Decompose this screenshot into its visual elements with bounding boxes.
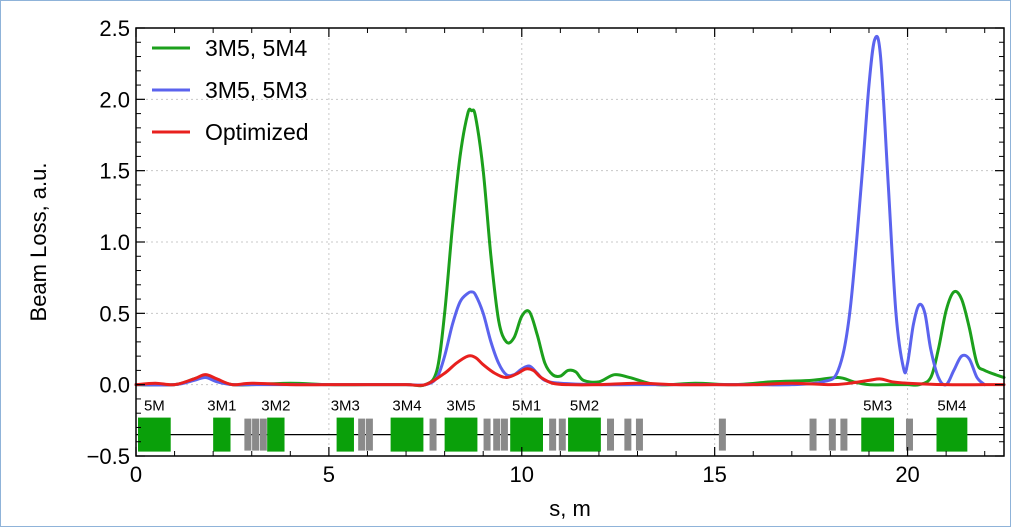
corrector-magnet <box>358 418 366 451</box>
corrector-magnet <box>828 418 836 451</box>
y-tick-label: 1.0 <box>99 230 130 255</box>
legend-label-3m5-5m4: 3M5, 5M4 <box>205 35 307 61</box>
quadrupole-label: 5M2 <box>570 398 599 415</box>
quadrupole-label: 5M <box>144 398 165 415</box>
series-line-3m5-5m4 <box>134 107 1006 388</box>
corrector-magnet <box>905 418 913 451</box>
quadrupole-magnet <box>336 417 354 452</box>
corrector-magnet <box>549 418 557 451</box>
quadrupole-label: 3M2 <box>261 398 290 415</box>
quadrupole-magnet <box>267 417 285 452</box>
corrector-magnet <box>493 418 501 451</box>
y-axis-title: Beam Loss, a.u. <box>26 163 51 322</box>
corrector-magnet <box>718 418 726 451</box>
quadrupole-label: 5M4 <box>937 398 966 415</box>
quadrupole-label: 3M1 <box>207 398 236 415</box>
y-tick-label: 0.0 <box>99 373 130 398</box>
quadrupole-label: 3M5 <box>446 398 475 415</box>
x-axis-title: s, m <box>549 496 591 521</box>
x-tick-label: 0 <box>130 462 142 487</box>
corrector-magnet <box>500 418 508 451</box>
quadrupole-label: 3M3 <box>331 398 360 415</box>
legend-label-optimized: Optimized <box>205 119 309 145</box>
y-tick-label: −0.5 <box>87 444 130 469</box>
quadrupole-magnet <box>568 417 601 452</box>
corrector-magnet <box>429 418 437 451</box>
x-tick-label: 15 <box>702 462 726 487</box>
corrector-magnet <box>558 418 566 451</box>
lattice-layout: 5M 3M1 3M2 3M3 3M4 3M5 5M1 5M2 5M3 5M4 <box>136 398 1004 452</box>
quadrupole-label: 5M1 <box>512 398 541 415</box>
corrector-magnet <box>809 418 817 451</box>
y-tick-label: 2.0 <box>99 87 130 112</box>
x-tick-label: 5 <box>323 462 335 487</box>
legend-label-3m5-5m3: 3M5, 5M3 <box>205 77 307 103</box>
y-tick-label: 0.5 <box>99 301 130 326</box>
quadrupole-magnet <box>444 417 478 452</box>
y-tick-label: 1.5 <box>99 159 130 184</box>
series-lines <box>134 34 1006 388</box>
quadrupole-label: 5M3 <box>863 398 892 415</box>
quadrupole-magnet <box>861 417 895 452</box>
series-line-optimized <box>134 354 1006 388</box>
y-tick-label: 2.5 <box>99 16 130 41</box>
quadrupole-magnet <box>510 417 543 452</box>
x-tick-label: 10 <box>510 462 534 487</box>
quadrupole-magnet <box>213 417 231 452</box>
corrector-magnet <box>483 418 491 451</box>
quadrupole-magnet <box>936 417 968 452</box>
corrector-magnet <box>635 418 643 451</box>
quadrupole-label: 3M4 <box>392 398 421 415</box>
quadrupole-magnet <box>390 417 424 452</box>
corrector-magnet <box>840 418 848 451</box>
quadrupole-magnet <box>138 417 171 452</box>
corrector-magnet <box>624 418 632 451</box>
corrector-magnet <box>244 418 252 451</box>
corrector-magnet <box>252 418 260 451</box>
corrector-magnet <box>365 418 373 451</box>
axis-ticks: 0 5 10 15 20 −0.5 0.0 0.5 1.0 1.5 2.0 2.5 <box>87 16 1004 487</box>
corrector-magnet <box>607 418 615 451</box>
legend: 3M5, 5M4 3M5, 5M3 Optimized <box>152 35 309 145</box>
corrector-magnet <box>259 418 267 451</box>
x-tick-label: 20 <box>895 462 919 487</box>
